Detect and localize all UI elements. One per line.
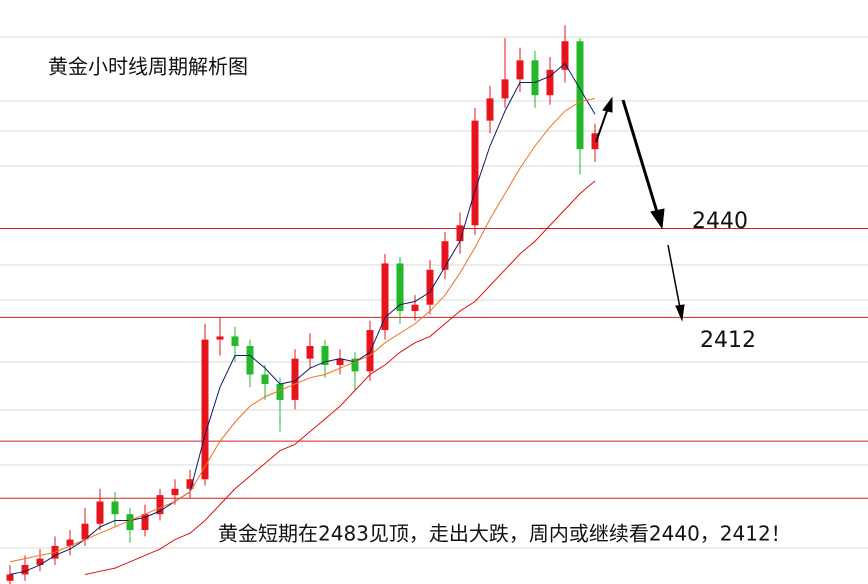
candle-body [411, 304, 419, 312]
candle-body [546, 69, 554, 96]
background-grid [0, 36, 868, 549]
candle-body [21, 564, 29, 575]
candle-body [531, 60, 539, 96]
candle-body [201, 339, 209, 480]
candle-body [96, 501, 104, 524]
candle-body [426, 269, 434, 305]
candle-body [216, 336, 224, 340]
candle-body [231, 336, 239, 346]
candle-body [396, 263, 404, 312]
candle-body [591, 133, 599, 150]
candle-body [561, 41, 569, 70]
candle-body [126, 514, 134, 531]
candle-body [381, 263, 389, 331]
candle-body [501, 79, 509, 99]
candle-body [171, 488, 179, 496]
ma-line [9, 62, 596, 575]
candle-body [81, 523, 89, 540]
candle-body [156, 495, 164, 515]
candle-body [291, 358, 299, 400]
candle-body [456, 225, 464, 242]
annotation: 黄金短期在2483见顶，走出大跌，周内或继续看2440，2412！ [218, 522, 791, 546]
candle-body [66, 539, 74, 546]
candle-body [261, 374, 269, 385]
candle-body [366, 330, 374, 372]
candle-body [516, 60, 524, 80]
level-label: 2440 [692, 209, 748, 234]
candle-body [276, 384, 284, 400]
candle-body [321, 345, 329, 365]
candle-body [351, 358, 359, 372]
candle-body [6, 574, 14, 581]
candle-body [141, 514, 149, 531]
level-label: 2412 [700, 328, 756, 353]
chart-title: 黄金小时线周期解析图 [48, 55, 248, 79]
candle-body [576, 41, 584, 150]
candle-body [336, 358, 344, 365]
candle-body [246, 345, 254, 375]
candle-body [36, 558, 44, 565]
ma-line [9, 97, 596, 563]
candle-body [306, 345, 314, 359]
ma-line [84, 180, 596, 575]
candle-body [186, 479, 194, 489]
candle-body [486, 98, 494, 121]
candle-body [471, 120, 479, 226]
plot-area [0, 25, 868, 584]
arrows [595, 96, 685, 322]
candle-body [441, 241, 449, 270]
candle-body [111, 501, 119, 515]
